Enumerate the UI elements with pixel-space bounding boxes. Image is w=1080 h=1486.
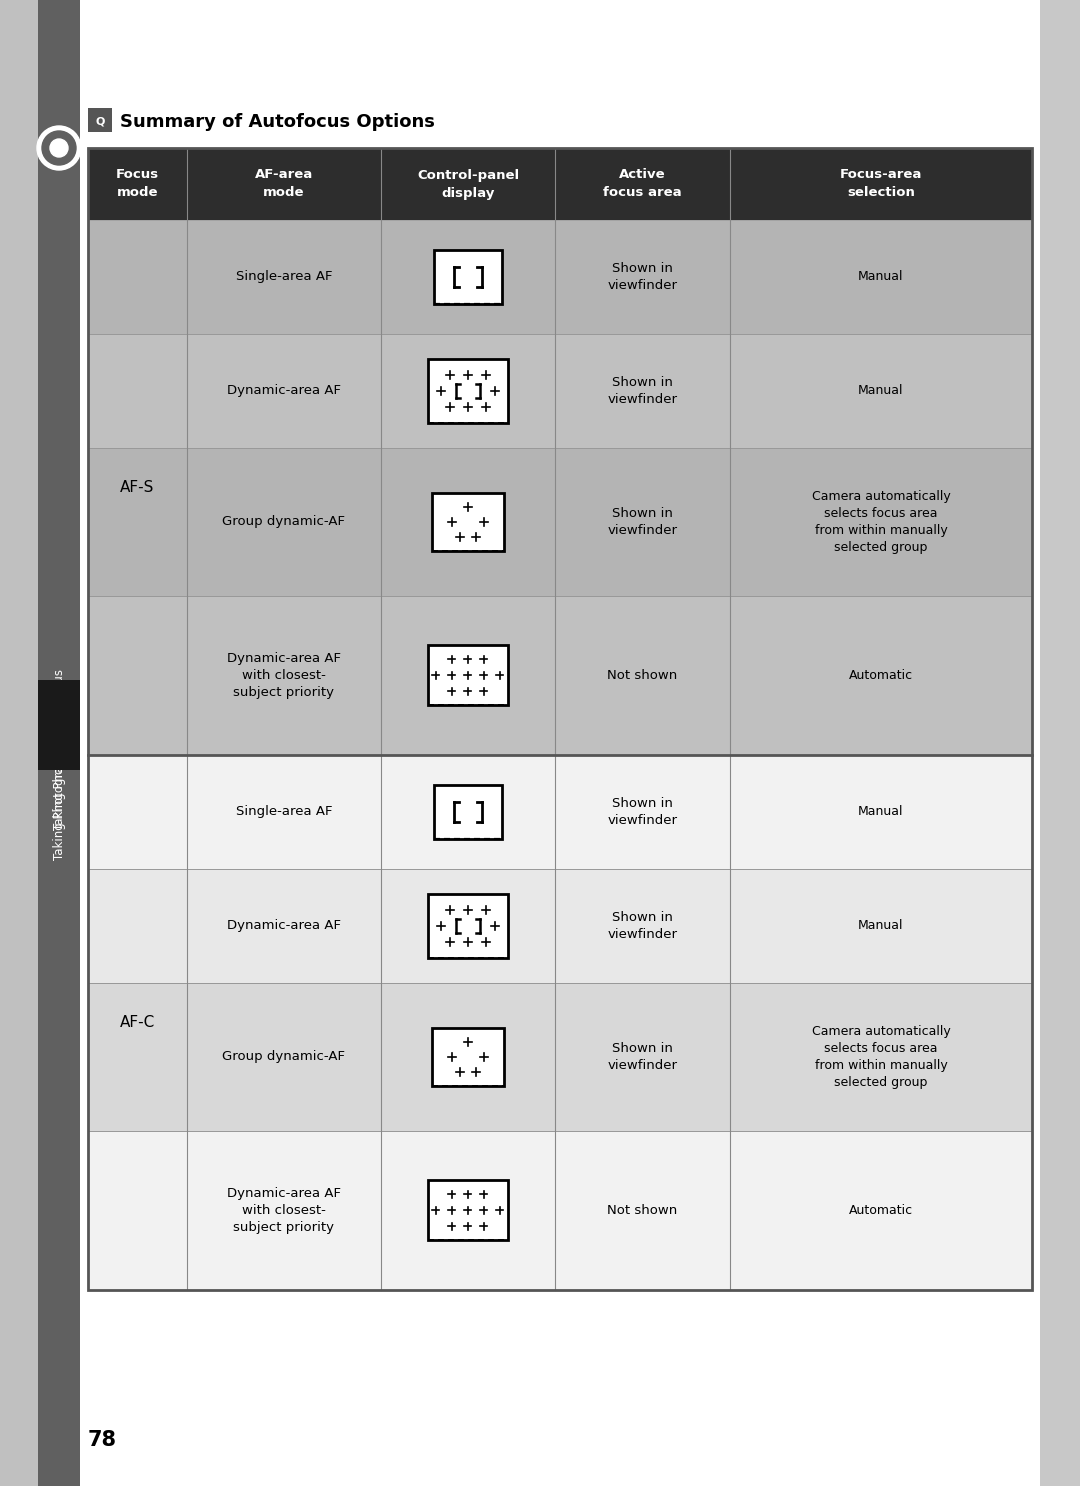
Bar <box>87 108 112 132</box>
Text: Manual: Manual <box>859 920 904 932</box>
Text: AF-S: AF-S <box>120 480 154 495</box>
Text: 78: 78 <box>87 1430 117 1450</box>
Bar <box>380 869 555 982</box>
Bar <box>0 0 38 1486</box>
Text: Shown in
viewfinder: Shown in viewfinder <box>608 262 677 291</box>
Bar <box>187 596 380 755</box>
Text: Not shown: Not shown <box>607 669 678 682</box>
Text: Single-area AF: Single-area AF <box>235 270 333 284</box>
Text: Control-panel
display: Control-panel display <box>417 168 519 199</box>
Text: Group dynamic-AF: Group dynamic-AF <box>222 516 346 528</box>
Bar <box>432 1028 504 1086</box>
Bar <box>87 149 1032 220</box>
Text: Q: Q <box>95 116 105 126</box>
Text: AF-C: AF-C <box>120 1015 156 1030</box>
Bar <box>187 755 380 869</box>
Text: Manual: Manual <box>859 385 904 397</box>
Text: Dynamic-area AF: Dynamic-area AF <box>227 920 341 932</box>
Bar <box>428 358 508 422</box>
Bar <box>187 220 380 334</box>
Text: Shown in
viewfinder: Shown in viewfinder <box>608 1042 677 1071</box>
Circle shape <box>42 131 76 165</box>
Text: Camera automatically
selects focus area
from within manually
selected group: Camera automatically selects focus area … <box>811 490 950 554</box>
Bar <box>87 869 187 982</box>
Text: Taking Photographs—Focus: Taking Photographs—Focus <box>53 670 66 831</box>
Bar <box>87 1131 187 1290</box>
Text: Summary of Autofocus Options: Summary of Autofocus Options <box>120 113 435 131</box>
Bar <box>730 447 1032 596</box>
Text: Shown in
viewfinder: Shown in viewfinder <box>608 376 677 406</box>
Text: Taking Photographs—Focus: Taking Photographs—Focus <box>53 700 66 860</box>
Bar <box>428 1180 508 1241</box>
Bar <box>730 869 1032 982</box>
Bar <box>1040 0 1080 1486</box>
Bar <box>87 755 187 869</box>
Bar <box>87 220 187 334</box>
Bar <box>555 447 730 596</box>
Bar <box>187 1131 380 1290</box>
Bar <box>730 220 1032 334</box>
Text: Shown in
viewfinder: Shown in viewfinder <box>608 507 677 536</box>
Circle shape <box>50 140 68 158</box>
Text: Automatic: Automatic <box>849 1204 913 1217</box>
Bar <box>80 0 1040 1486</box>
Text: Single-area AF: Single-area AF <box>235 805 333 819</box>
Text: Camera automatically
selects focus area
from within manually
selected group: Camera automatically selects focus area … <box>811 1025 950 1089</box>
Bar <box>187 869 380 982</box>
Bar <box>87 447 187 596</box>
Text: AF-area
mode: AF-area mode <box>255 168 313 199</box>
Text: Manual: Manual <box>859 805 904 819</box>
Text: Shown in
viewfinder: Shown in viewfinder <box>608 911 677 941</box>
Text: Group dynamic-AF: Group dynamic-AF <box>222 1051 346 1062</box>
Bar <box>555 869 730 982</box>
Bar <box>730 1131 1032 1290</box>
Bar <box>380 596 555 755</box>
Bar <box>380 334 555 447</box>
Bar <box>187 334 380 447</box>
Text: Focus-area
selection: Focus-area selection <box>840 168 922 199</box>
Bar <box>87 596 187 755</box>
Bar <box>434 250 502 305</box>
Bar <box>555 334 730 447</box>
Bar <box>555 1131 730 1290</box>
Bar <box>380 1131 555 1290</box>
Bar <box>87 149 1032 1290</box>
Bar <box>87 982 187 1131</box>
Bar <box>187 447 380 596</box>
Text: Dynamic-area AF
with closest-
subject priority: Dynamic-area AF with closest- subject pr… <box>227 652 341 698</box>
Bar <box>380 220 555 334</box>
Circle shape <box>37 126 81 169</box>
Text: Active
focus area: Active focus area <box>604 168 681 199</box>
Bar <box>434 785 502 840</box>
Bar <box>555 596 730 755</box>
Bar <box>187 982 380 1131</box>
Text: Dynamic-area AF
with closest-
subject priority: Dynamic-area AF with closest- subject pr… <box>227 1187 341 1233</box>
Bar <box>555 755 730 869</box>
Bar <box>428 645 508 706</box>
Bar <box>87 334 187 447</box>
Bar <box>555 982 730 1131</box>
Text: Shown in
viewfinder: Shown in viewfinder <box>608 796 677 826</box>
Bar <box>730 334 1032 447</box>
Text: Manual: Manual <box>859 270 904 284</box>
Bar <box>380 982 555 1131</box>
Text: Not shown: Not shown <box>607 1204 678 1217</box>
Bar <box>432 493 504 551</box>
Bar <box>380 447 555 596</box>
Bar <box>730 755 1032 869</box>
Bar <box>38 0 80 1486</box>
Bar <box>38 681 80 770</box>
Text: Automatic: Automatic <box>849 669 913 682</box>
Text: Focus
mode: Focus mode <box>116 168 159 199</box>
Bar <box>555 220 730 334</box>
Text: Dynamic-area AF: Dynamic-area AF <box>227 385 341 397</box>
Bar <box>730 982 1032 1131</box>
Bar <box>380 755 555 869</box>
Bar <box>730 596 1032 755</box>
Bar <box>428 893 508 958</box>
